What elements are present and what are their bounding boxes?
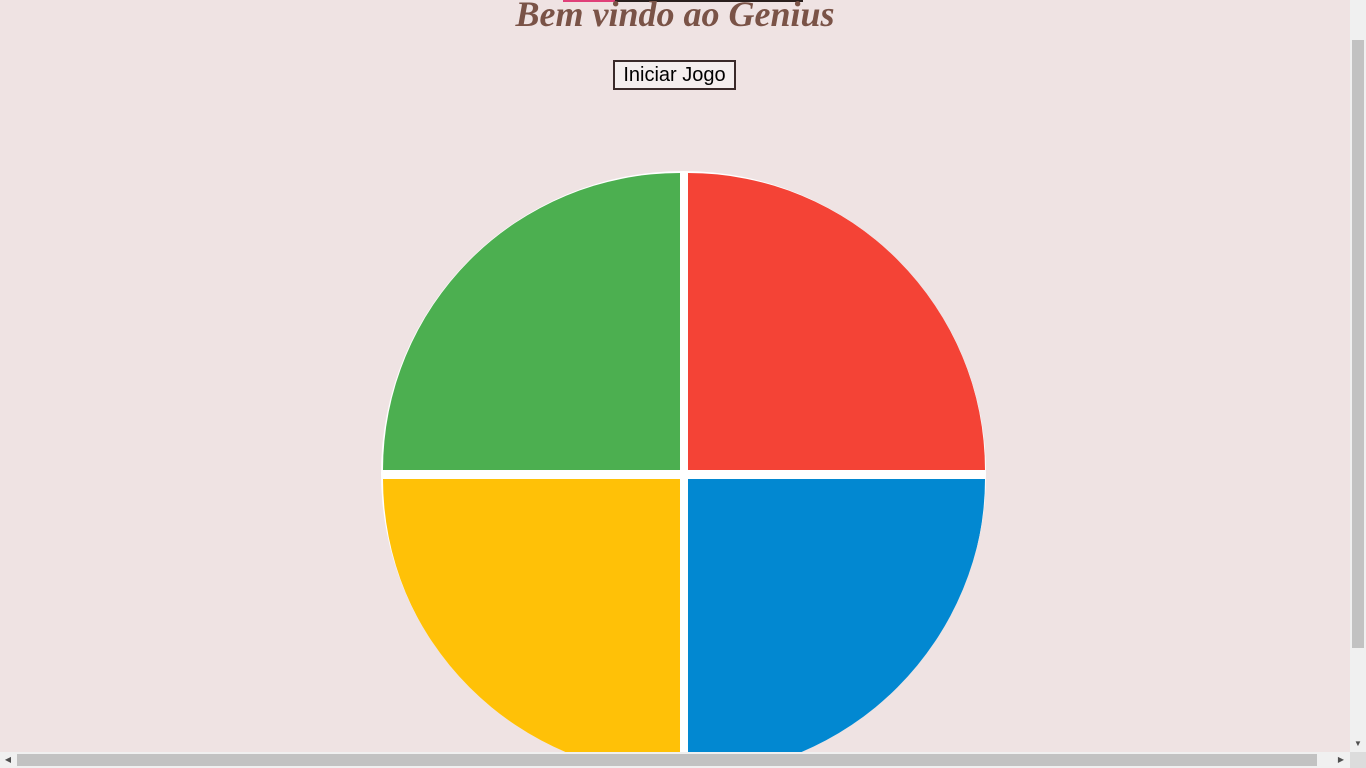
- page-title: Bem vindo ao Genius: [515, 0, 835, 34]
- title-decoration-accent: [563, 0, 615, 2]
- title-decoration-bar: [563, 0, 803, 2]
- page-viewport: Bem vindo ao Genius Iniciar Jogo: [381, 0, 986, 752]
- vertical-scroll-thumb[interactable]: [1352, 40, 1364, 648]
- scrollbar-corner: [1350, 752, 1366, 768]
- blue-quadrant[interactable]: [688, 479, 985, 752]
- horizontal-scroll-thumb[interactable]: [17, 754, 1317, 766]
- genius-board: [381, 171, 986, 752]
- green-quadrant[interactable]: [383, 173, 680, 470]
- start-game-button[interactable]: Iniciar Jogo: [613, 60, 736, 90]
- arrow-right-icon[interactable]: ▶: [1337, 755, 1345, 764]
- arrow-down-icon[interactable]: ▼: [1354, 739, 1362, 748]
- horizontal-scrollbar[interactable]: ◀ ▶: [0, 752, 1350, 768]
- red-quadrant[interactable]: [688, 173, 985, 470]
- yellow-quadrant[interactable]: [383, 479, 680, 752]
- vertical-scrollbar[interactable]: ▼: [1350, 0, 1366, 752]
- arrow-left-icon[interactable]: ◀: [4, 755, 12, 764]
